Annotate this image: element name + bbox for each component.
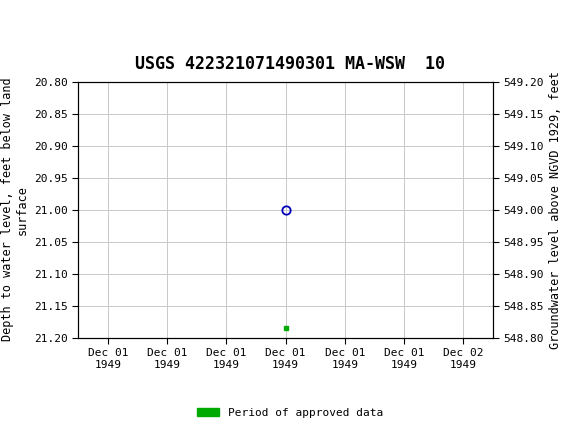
- Legend: Period of approved data: Period of approved data: [193, 403, 387, 422]
- Text: ╳USGS: ╳USGS: [9, 8, 85, 32]
- Y-axis label: Groundwater level above NGVD 1929, feet: Groundwater level above NGVD 1929, feet: [549, 71, 563, 349]
- Y-axis label: Depth to water level, feet below land
surface: Depth to water level, feet below land su…: [1, 78, 28, 341]
- Text: USGS 422321071490301 MA-WSW  10: USGS 422321071490301 MA-WSW 10: [135, 55, 445, 73]
